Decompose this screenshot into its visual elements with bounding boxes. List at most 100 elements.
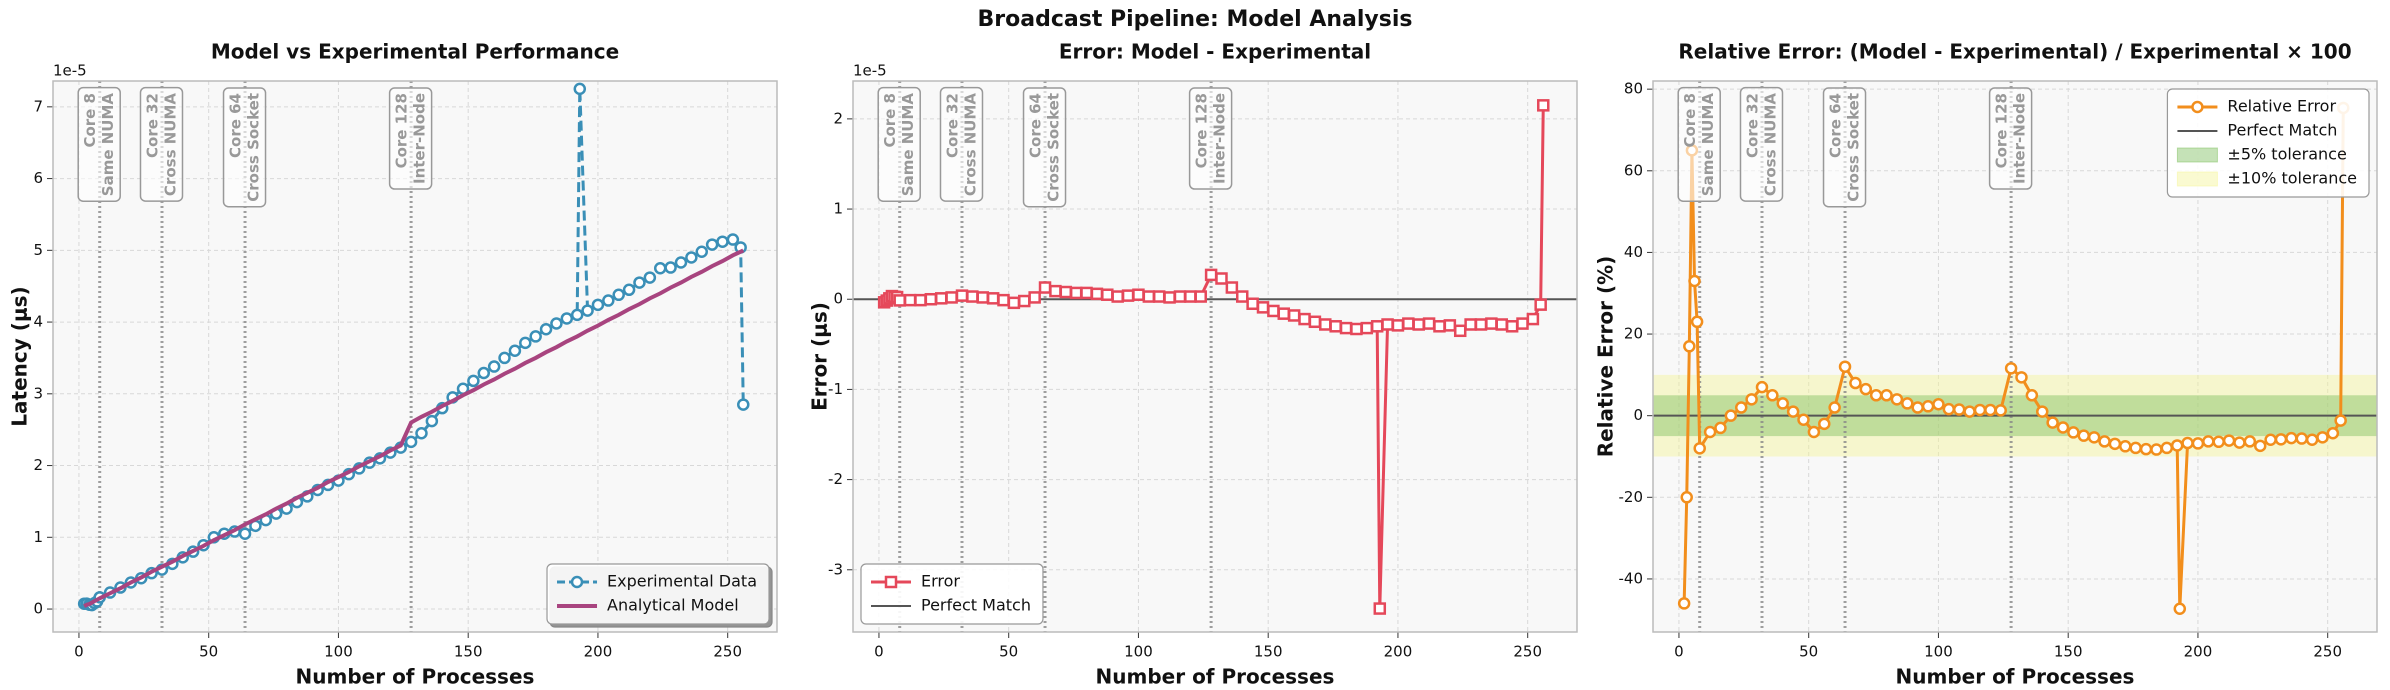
plot-frame xyxy=(1652,80,2378,633)
data-point xyxy=(2170,439,2184,452)
data-point xyxy=(1453,324,1467,338)
data-point xyxy=(2025,389,2039,402)
data-point xyxy=(1880,389,1893,402)
data-point xyxy=(2212,435,2225,449)
data-point xyxy=(1952,403,1966,416)
data-point xyxy=(1703,425,1717,439)
data-point xyxy=(1018,294,1031,308)
y-tick-label: -3 xyxy=(828,560,843,578)
data-point xyxy=(1090,287,1104,301)
y-tick-label: -40 xyxy=(1619,569,1644,587)
x-tick-label: 250 xyxy=(2313,643,2342,661)
y-tick-label: 7 xyxy=(33,97,43,115)
data-point xyxy=(1932,398,1945,411)
data-point xyxy=(508,344,522,358)
legend-label: Error xyxy=(921,572,960,591)
data-point xyxy=(674,256,688,269)
data-point xyxy=(1433,320,1446,333)
plot-frame xyxy=(52,80,778,633)
data-point xyxy=(2316,431,2329,444)
data-point xyxy=(1391,319,1405,332)
axis-offset-label: 1e-5 xyxy=(853,62,887,80)
data-point xyxy=(737,398,750,411)
y-tick-label: 2 xyxy=(833,109,843,127)
marker-annotation: Core 8 Same NUMA xyxy=(1677,86,1721,202)
marker-annotation: Core 64 Cross Socket xyxy=(1822,87,1867,208)
data-point xyxy=(1963,405,1976,418)
data-point xyxy=(2004,362,2018,375)
data-point xyxy=(1163,291,1176,304)
data-point xyxy=(726,233,740,246)
data-point xyxy=(1173,290,1187,303)
data-point xyxy=(1287,309,1301,322)
plot-frame xyxy=(852,80,1578,633)
marker-label: Inter-Node xyxy=(2011,93,2029,184)
x-tick-label: 0 xyxy=(874,643,884,661)
marker-label: Core 8 xyxy=(81,93,99,148)
data-point xyxy=(1724,409,1738,422)
marker-annotation: Core 32 Cross NUMA xyxy=(939,86,984,202)
annotation-box xyxy=(222,87,267,208)
legend-marker xyxy=(884,575,898,589)
data-point xyxy=(1246,297,1259,310)
y-tick-label: 4 xyxy=(33,313,43,331)
data-point xyxy=(2334,414,2347,427)
x-axis-label: Number of Processes xyxy=(296,665,535,689)
y-tick-label: 3 xyxy=(33,384,43,402)
marker-label: Core 32 xyxy=(943,93,961,158)
data-point xyxy=(1007,296,1021,310)
data-point xyxy=(2173,602,2187,615)
marker-label: Cross NUMA xyxy=(961,93,979,196)
data-point xyxy=(1339,321,1353,335)
x-tick-label: 100 xyxy=(1924,643,1953,661)
x-tick-label: 100 xyxy=(1124,643,1153,661)
data-point xyxy=(976,291,989,304)
data-point xyxy=(1412,318,1425,331)
data-point xyxy=(2274,433,2288,446)
data-point xyxy=(2326,426,2340,440)
data-point xyxy=(945,291,958,304)
x-tick-label: 150 xyxy=(454,643,483,661)
data-point xyxy=(2077,429,2091,442)
data-point xyxy=(1256,301,1270,314)
marker-label: Core 32 xyxy=(1743,93,1761,158)
data-point xyxy=(1683,340,1696,353)
marker-annotation: Core 32 Cross NUMA xyxy=(139,86,184,202)
y-tick-label: -20 xyxy=(1619,488,1644,506)
annotation-box xyxy=(1822,87,1867,208)
marker-annotation: Core 32 Cross NUMA xyxy=(1739,86,1784,202)
marker-annotation: Core 64 Cross Socket xyxy=(222,87,267,208)
legend-label: Perfect Match xyxy=(2227,121,2337,140)
legend-label: ±10% tolerance xyxy=(2227,169,2357,188)
subplot-title: Relative Error: (Model - Experimental) /… xyxy=(1678,40,2351,64)
data-point xyxy=(695,245,708,259)
legend-label: Experimental Data xyxy=(607,572,757,591)
data-point xyxy=(924,292,938,306)
data-point xyxy=(404,435,418,449)
data-point xyxy=(1734,401,1748,414)
data-point xyxy=(1028,291,1041,304)
data-point xyxy=(1329,320,1342,333)
data-point xyxy=(1267,304,1280,318)
y-tick-label: 2 xyxy=(33,456,43,474)
x-tick-label: 200 xyxy=(2184,643,2213,661)
data-point xyxy=(1869,389,1883,402)
annotation-box xyxy=(939,86,984,202)
data-point xyxy=(2108,437,2122,451)
data-point xyxy=(238,527,252,540)
marker-label: Core 8 xyxy=(881,93,899,148)
data-point xyxy=(1755,380,1769,394)
annotation-box xyxy=(1988,87,2033,190)
data-point xyxy=(2087,431,2101,444)
data-point xyxy=(519,336,532,350)
data-point xyxy=(581,304,594,317)
marker-label: Core 128 xyxy=(1993,93,2011,168)
data-point xyxy=(1080,286,1093,300)
data-point xyxy=(966,290,979,303)
data-point xyxy=(415,427,428,440)
data-point xyxy=(1890,393,1904,406)
data-point xyxy=(573,82,587,96)
data-point xyxy=(633,276,646,289)
data-point xyxy=(2129,441,2142,455)
